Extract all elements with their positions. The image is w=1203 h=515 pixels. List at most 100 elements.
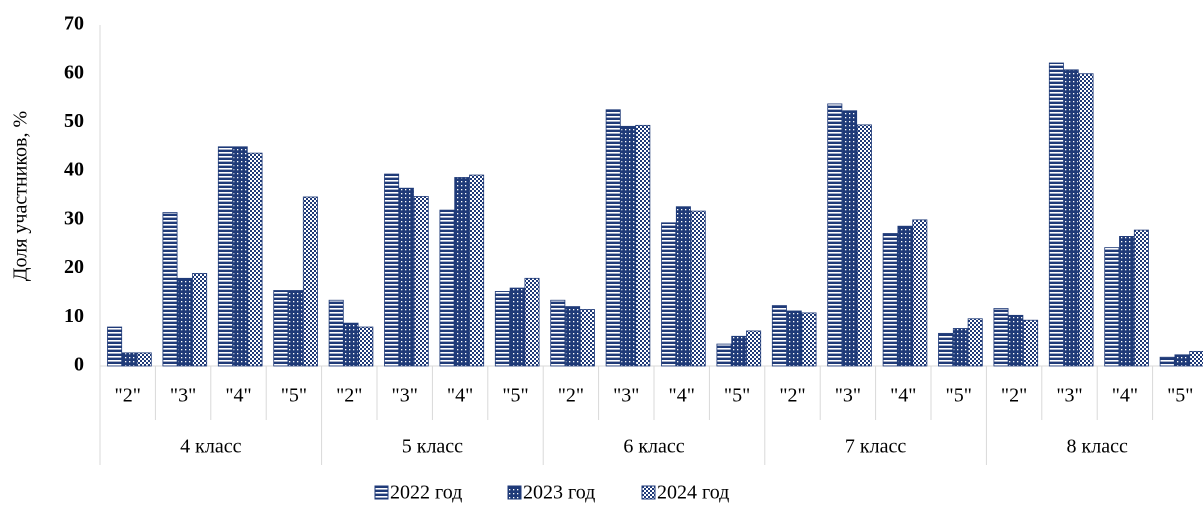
- bar: [1104, 247, 1120, 367]
- x-tick-label: "5": [946, 385, 972, 407]
- bar: [328, 299, 344, 367]
- x-tick-label: "4": [1112, 385, 1138, 407]
- bar: [731, 335, 747, 367]
- bar: [842, 110, 858, 367]
- x-tick-label: "4": [669, 385, 695, 407]
- bar: [716, 343, 732, 367]
- bar: [675, 206, 691, 367]
- x-tick-label: "3": [392, 385, 418, 407]
- bar: [358, 326, 374, 367]
- bar: [343, 322, 359, 367]
- bar: [550, 299, 566, 367]
- bar: [162, 212, 178, 367]
- y-tick-label: 20: [64, 256, 84, 278]
- bar: [413, 196, 429, 367]
- bar: [952, 328, 968, 367]
- group-label: 6 класс: [623, 436, 684, 458]
- bar: [136, 352, 152, 367]
- bar: [288, 290, 304, 367]
- bar: [302, 196, 318, 367]
- bar: [1174, 354, 1190, 367]
- legend-label: 2022 год: [390, 482, 462, 504]
- bar: [897, 225, 913, 367]
- bar: [912, 219, 928, 367]
- bar: [1159, 356, 1175, 367]
- y-tick-label: 0: [74, 354, 84, 376]
- bar: [494, 291, 510, 367]
- bar: [217, 146, 233, 367]
- bar: [620, 125, 636, 367]
- group-label: 8 класс: [1067, 436, 1128, 458]
- bar: [690, 210, 706, 367]
- bar: [993, 308, 1009, 367]
- y-tick-label: 70: [64, 13, 84, 35]
- y-axis-label: Доля участников, %: [10, 111, 32, 281]
- x-tick-label: "3": [835, 385, 861, 407]
- bar: [509, 287, 525, 367]
- x-tick-label: "2": [115, 385, 141, 407]
- x-tick-label: "5": [1167, 385, 1193, 407]
- legend-swatch: [507, 485, 522, 500]
- bar: [247, 152, 263, 367]
- y-tick-label: 40: [64, 159, 84, 181]
- bar: [1063, 69, 1079, 367]
- x-tick-label: "4": [225, 385, 251, 407]
- group-label: 7 класс: [845, 436, 906, 458]
- bar: [1119, 236, 1135, 367]
- bar: [801, 312, 817, 367]
- group-label: 5 класс: [402, 436, 463, 458]
- x-tick-label: "2": [558, 385, 584, 407]
- bar: [746, 330, 762, 367]
- bar: [786, 310, 802, 367]
- group-label: 4 класс: [180, 436, 241, 458]
- bar: [882, 233, 898, 367]
- bar: [439, 209, 455, 367]
- y-tick-label: 10: [64, 305, 84, 327]
- bar: [384, 173, 400, 367]
- bar: [827, 103, 843, 367]
- bar: [635, 124, 651, 367]
- bar: [192, 273, 208, 367]
- bar: [107, 326, 123, 367]
- x-tick-label: "5": [502, 385, 528, 407]
- x-tick-label: "4": [447, 385, 473, 407]
- bar: [1133, 229, 1149, 367]
- bar: [856, 124, 872, 367]
- bar: [1048, 62, 1064, 367]
- legend-label: 2024 год: [657, 482, 729, 504]
- bar: [605, 109, 621, 367]
- bar: [177, 277, 193, 367]
- x-tick-label: "2": [336, 385, 362, 407]
- x-tick-label: "5": [281, 385, 307, 407]
- legend-label: 2023 год: [523, 482, 595, 504]
- x-tick-label: "3": [613, 385, 639, 407]
- bar: [1023, 319, 1039, 367]
- bar: [579, 309, 595, 367]
- x-tick-label: "3": [1056, 385, 1082, 407]
- x-tick-label: "5": [724, 385, 750, 407]
- bar: [121, 352, 137, 367]
- x-tick-label: "4": [890, 385, 916, 407]
- bar: [454, 177, 470, 367]
- bar: [524, 277, 540, 367]
- bar: [273, 290, 289, 367]
- bar: [398, 187, 414, 367]
- bar: [1189, 350, 1203, 367]
- y-tick-label: 60: [64, 61, 84, 83]
- bar: [771, 305, 787, 367]
- bar: [938, 332, 954, 367]
- x-tick-label: "2": [1001, 385, 1027, 407]
- bar: [565, 306, 581, 367]
- y-tick-label: 30: [64, 207, 84, 229]
- legend-swatch: [374, 485, 389, 500]
- legend-swatch: [641, 485, 656, 500]
- bar: [661, 222, 677, 367]
- y-tick-label: 50: [64, 110, 84, 132]
- x-tick-label: "2": [779, 385, 805, 407]
- bar: [232, 146, 248, 367]
- bar: [967, 318, 983, 367]
- x-tick-label: "3": [170, 385, 196, 407]
- bar: [1008, 314, 1024, 367]
